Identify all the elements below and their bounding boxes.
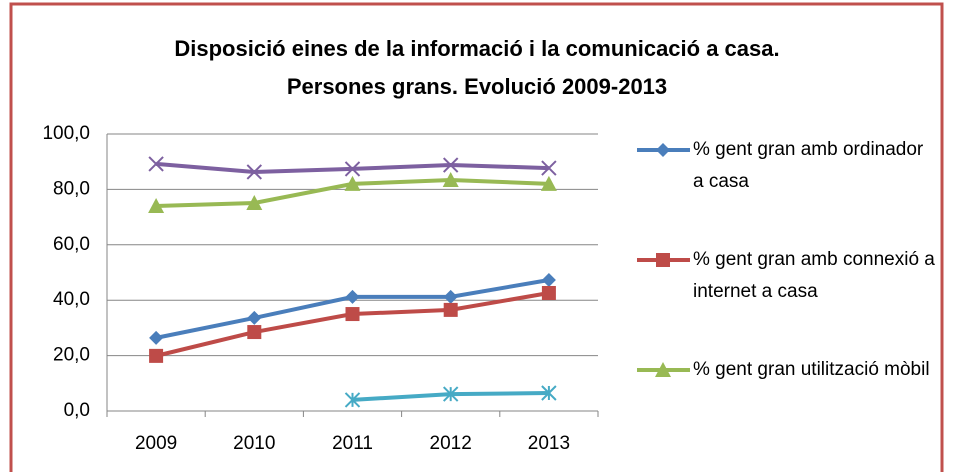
marker bbox=[541, 285, 556, 300]
marker bbox=[541, 272, 556, 287]
marker bbox=[442, 386, 459, 402]
marker bbox=[149, 330, 164, 345]
y-tick-label: 20,0 bbox=[53, 345, 90, 366]
chart-title: Disposició eines de la informació i la c… bbox=[174, 36, 779, 61]
legend-label: % gent gran amb ordinador a casa bbox=[693, 139, 924, 192]
y-tick-label: 0,0 bbox=[64, 400, 90, 421]
chart-title: Persones grans. Evolució 2009-2013 bbox=[287, 74, 667, 99]
marker bbox=[345, 289, 360, 304]
marker bbox=[344, 175, 361, 191]
x-tick-label: 2011 bbox=[332, 433, 373, 454]
marker bbox=[344, 392, 361, 408]
marker bbox=[246, 194, 263, 210]
marker bbox=[246, 164, 263, 180]
marker bbox=[541, 160, 557, 176]
y-tick-label: 60,0 bbox=[53, 234, 90, 255]
x-tick-label: 2009 bbox=[135, 433, 177, 454]
marker bbox=[541, 385, 557, 401]
legend-label: % gent gran utilització mòbil bbox=[693, 359, 930, 380]
x-tick-label: 2012 bbox=[430, 433, 472, 454]
marker bbox=[443, 289, 458, 304]
marker bbox=[148, 198, 165, 214]
x-tick-label: 2010 bbox=[233, 433, 275, 454]
marker bbox=[345, 307, 360, 322]
marker bbox=[656, 143, 670, 157]
marker bbox=[540, 175, 557, 191]
marker bbox=[344, 161, 361, 177]
frame bbox=[9, 2, 944, 472]
marker bbox=[247, 325, 262, 340]
marker bbox=[442, 157, 459, 173]
marker bbox=[247, 310, 262, 325]
marker bbox=[443, 302, 458, 317]
marker bbox=[655, 362, 671, 377]
x-tick-label: 2013 bbox=[528, 433, 570, 454]
marker bbox=[148, 156, 164, 172]
legend-label: % gent gran amb connexió a internet a ca… bbox=[693, 249, 935, 302]
y-tick-label: 100,0 bbox=[42, 123, 90, 144]
y-tick-label: 80,0 bbox=[53, 178, 90, 199]
y-tick-label: 40,0 bbox=[53, 289, 90, 310]
marker bbox=[149, 348, 164, 363]
marker bbox=[442, 171, 459, 187]
marker bbox=[656, 253, 670, 267]
